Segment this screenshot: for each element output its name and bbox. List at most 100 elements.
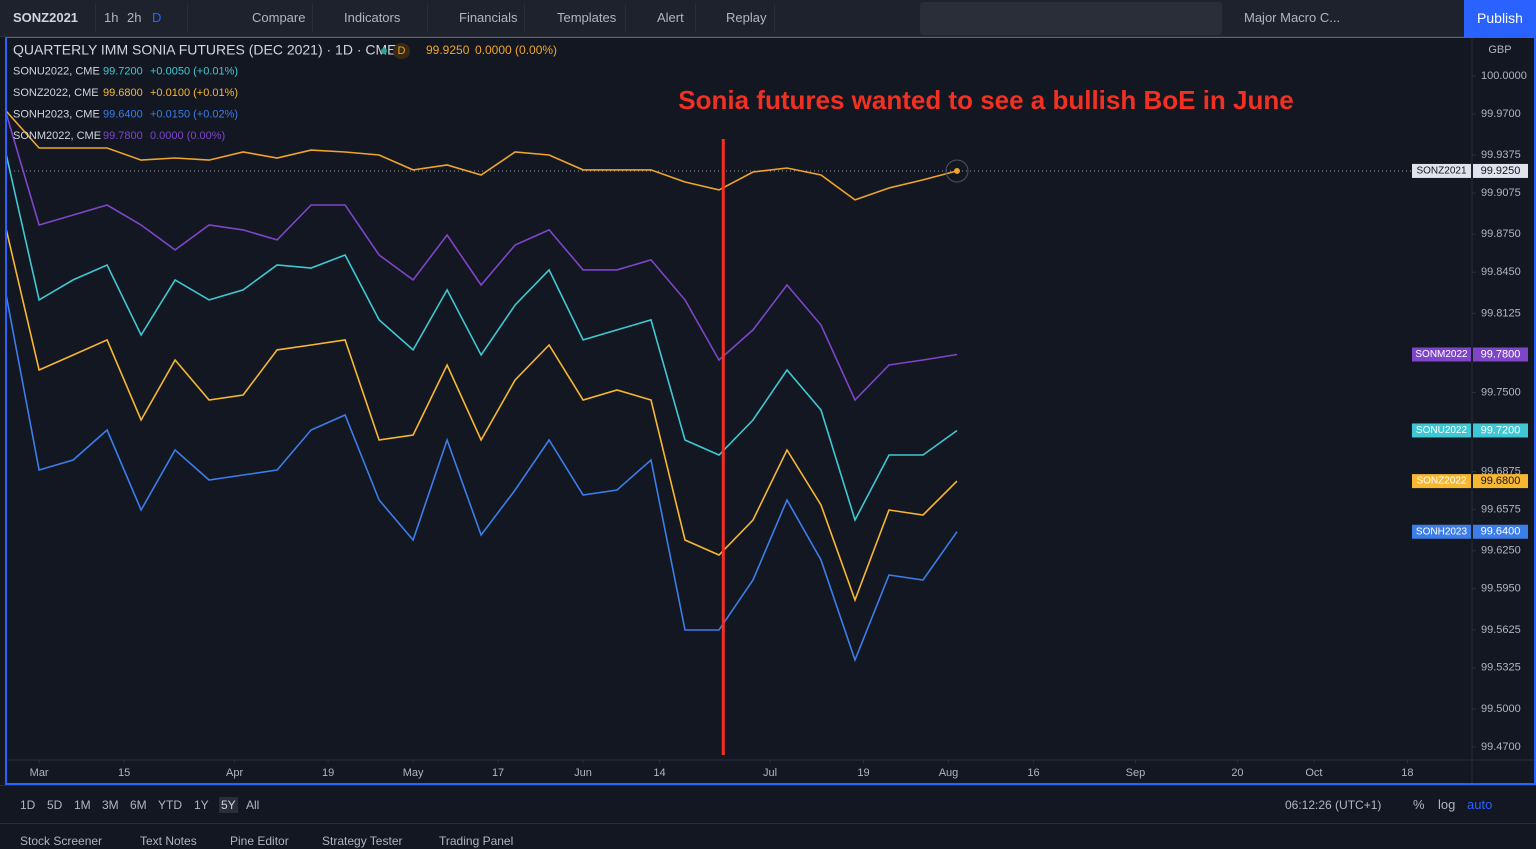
x-tick-label: 16 xyxy=(1027,767,1039,779)
legend-last: 99.7800 xyxy=(103,130,143,142)
series-line xyxy=(6,224,958,603)
badge-value-bg xyxy=(1473,474,1528,489)
range-button[interactable]: 6M xyxy=(130,798,147,812)
indicators-button[interactable]: Indicators xyxy=(344,10,401,25)
x-tick-label: Sep xyxy=(1126,767,1146,779)
clock: 06:12:26 (UTC+1) xyxy=(1285,798,1382,812)
y-tick-label: 99.7500 xyxy=(1481,386,1521,398)
x-tick-label: Oct xyxy=(1305,767,1322,779)
main-last: 99.9250 xyxy=(426,43,470,57)
y-tick-label: 99.4700 xyxy=(1481,741,1521,753)
badge-value: 99.6800 xyxy=(1481,475,1521,487)
y-tick-label: 99.8125 xyxy=(1481,307,1521,319)
y-tick-label: 99.9700 xyxy=(1481,108,1521,120)
currency: GBP xyxy=(1488,44,1511,56)
legend-last: 99.7200 xyxy=(103,65,143,77)
badge-name-bg xyxy=(1412,474,1471,489)
main-change: 0.0000 (0.00%) xyxy=(475,43,557,57)
panel-tab[interactable]: Text Notes xyxy=(140,834,197,848)
series-line xyxy=(6,109,958,201)
legend-label: SONM2022, CME xyxy=(13,130,101,142)
x-tick-label: 17 xyxy=(492,767,504,779)
badge-name: SONU2022 xyxy=(1416,425,1468,436)
layout-name[interactable]: Major Macro C... xyxy=(1244,10,1341,25)
publish-button[interactable]: Publish xyxy=(1464,0,1536,37)
y-tick-label: 99.8450 xyxy=(1481,266,1521,278)
last-point-halo xyxy=(945,159,969,183)
badge-value-bg xyxy=(1473,423,1528,438)
x-tick-label: Jul xyxy=(763,767,777,779)
legend-change: +0.0050 (+0.01%) xyxy=(150,65,238,77)
replay-button[interactable]: Replay xyxy=(726,10,767,25)
top-toolbar: SONZ2021 1h 2h D Compare Indicators Fina… xyxy=(0,0,1536,37)
badge-value: 99.7800 xyxy=(1481,348,1521,360)
auto-toggle[interactable]: auto xyxy=(1467,797,1493,812)
x-tick-label: 19 xyxy=(322,767,334,779)
status-dot xyxy=(381,48,387,54)
legend-change: 0.0000 (0.00%) xyxy=(150,130,225,142)
badge-name: SONZ2022 xyxy=(1416,476,1466,487)
y-tick-label: 99.9375 xyxy=(1481,149,1521,161)
badge-name: SONZ2021 xyxy=(1416,166,1466,177)
chart-background xyxy=(6,37,1536,785)
legend-last: 99.6800 xyxy=(103,87,143,99)
badge-name-bg xyxy=(1412,423,1471,438)
alert-button[interactable]: Alert xyxy=(657,10,684,25)
badge-name: SONH2023 xyxy=(1416,526,1468,537)
range-button[interactable]: 1Y xyxy=(194,798,209,812)
badge-name-bg xyxy=(1412,347,1471,362)
x-tick-label: Apr xyxy=(226,767,243,779)
interval[interactable]: D xyxy=(152,10,162,25)
badge-value: 99.7200 xyxy=(1481,424,1521,436)
y-tick-label: 99.6575 xyxy=(1481,503,1521,515)
badge-name-bg xyxy=(1412,524,1471,539)
bottom-tabs: Stock Screener Text Notes Pine Editor Strat… xyxy=(0,823,1536,848)
badge-name-bg xyxy=(1412,163,1471,178)
chart-title: QUARTERLY IMM SONIA FUTURES (DEC 2021) ·… xyxy=(13,42,397,58)
x-tick-label: 19 xyxy=(857,767,869,779)
range-button[interactable]: YTD xyxy=(158,798,182,812)
x-tick-label: Jun xyxy=(574,767,592,779)
range-button[interactable]: 1D xyxy=(20,798,36,812)
x-tick-label: 15 xyxy=(118,767,130,779)
y-tick-label: 100.0000 xyxy=(1481,70,1527,82)
panel-tab[interactable]: Trading Panel xyxy=(439,834,514,848)
x-tick-label: Mar xyxy=(30,767,49,779)
y-tick-label: 99.6250 xyxy=(1481,545,1521,557)
y-tick-label: 99.8750 xyxy=(1481,228,1521,240)
range-button[interactable]: All xyxy=(246,798,260,812)
templates-button[interactable]: Templates xyxy=(557,10,617,25)
panel-tab[interactable]: Stock Screener xyxy=(20,834,103,848)
annotation: Sonia futures wanted to see a bullish Bo… xyxy=(678,85,1293,115)
interval[interactable]: 1h xyxy=(104,10,119,25)
financials-button[interactable]: Financials xyxy=(459,10,518,25)
panel-tab[interactable]: Strategy Tester xyxy=(322,834,403,848)
bottom-toolbar: 1D 5D 1M 3M 6M YTD 1Y 5Y All 06:12:26 (UTC+1) % … xyxy=(0,785,1536,822)
badge-value-bg xyxy=(1473,347,1528,362)
y-tick-label: 99.5625 xyxy=(1481,624,1521,636)
percent-toggle[interactable]: % xyxy=(1413,797,1425,812)
range-button[interactable]: 1M xyxy=(74,798,91,812)
interval[interactable]: 2h xyxy=(127,10,142,25)
badge-value: 99.9250 xyxy=(1481,165,1521,177)
y-tick-label: 99.5325 xyxy=(1481,662,1521,674)
range-button[interactable]: 5D xyxy=(47,798,63,812)
legend-change: +0.0150 (+0.02%) xyxy=(150,108,238,120)
panel-tab[interactable]: Pine Editor xyxy=(230,834,289,848)
symbol[interactable]: SONZ2021 xyxy=(13,10,79,25)
y-tick-label: 99.5000 xyxy=(1481,703,1521,715)
x-tick-label: Aug xyxy=(939,767,959,779)
badge-value-bg xyxy=(1473,163,1528,178)
compare-button[interactable]: Compare xyxy=(252,10,306,25)
last-point xyxy=(953,167,960,174)
range-button[interactable]: 3M xyxy=(102,798,119,812)
x-tick-label: 18 xyxy=(1401,767,1413,779)
range-button[interactable]: 5Y xyxy=(219,797,238,813)
badge-value-bg xyxy=(1473,524,1528,539)
badge-name: SONM2022 xyxy=(1415,349,1468,360)
y-tick-label: 99.5950 xyxy=(1481,583,1521,595)
legend-label: SONH2023, CME xyxy=(13,108,100,120)
series-line xyxy=(6,150,958,523)
log-toggle[interactable]: log xyxy=(1438,797,1456,812)
